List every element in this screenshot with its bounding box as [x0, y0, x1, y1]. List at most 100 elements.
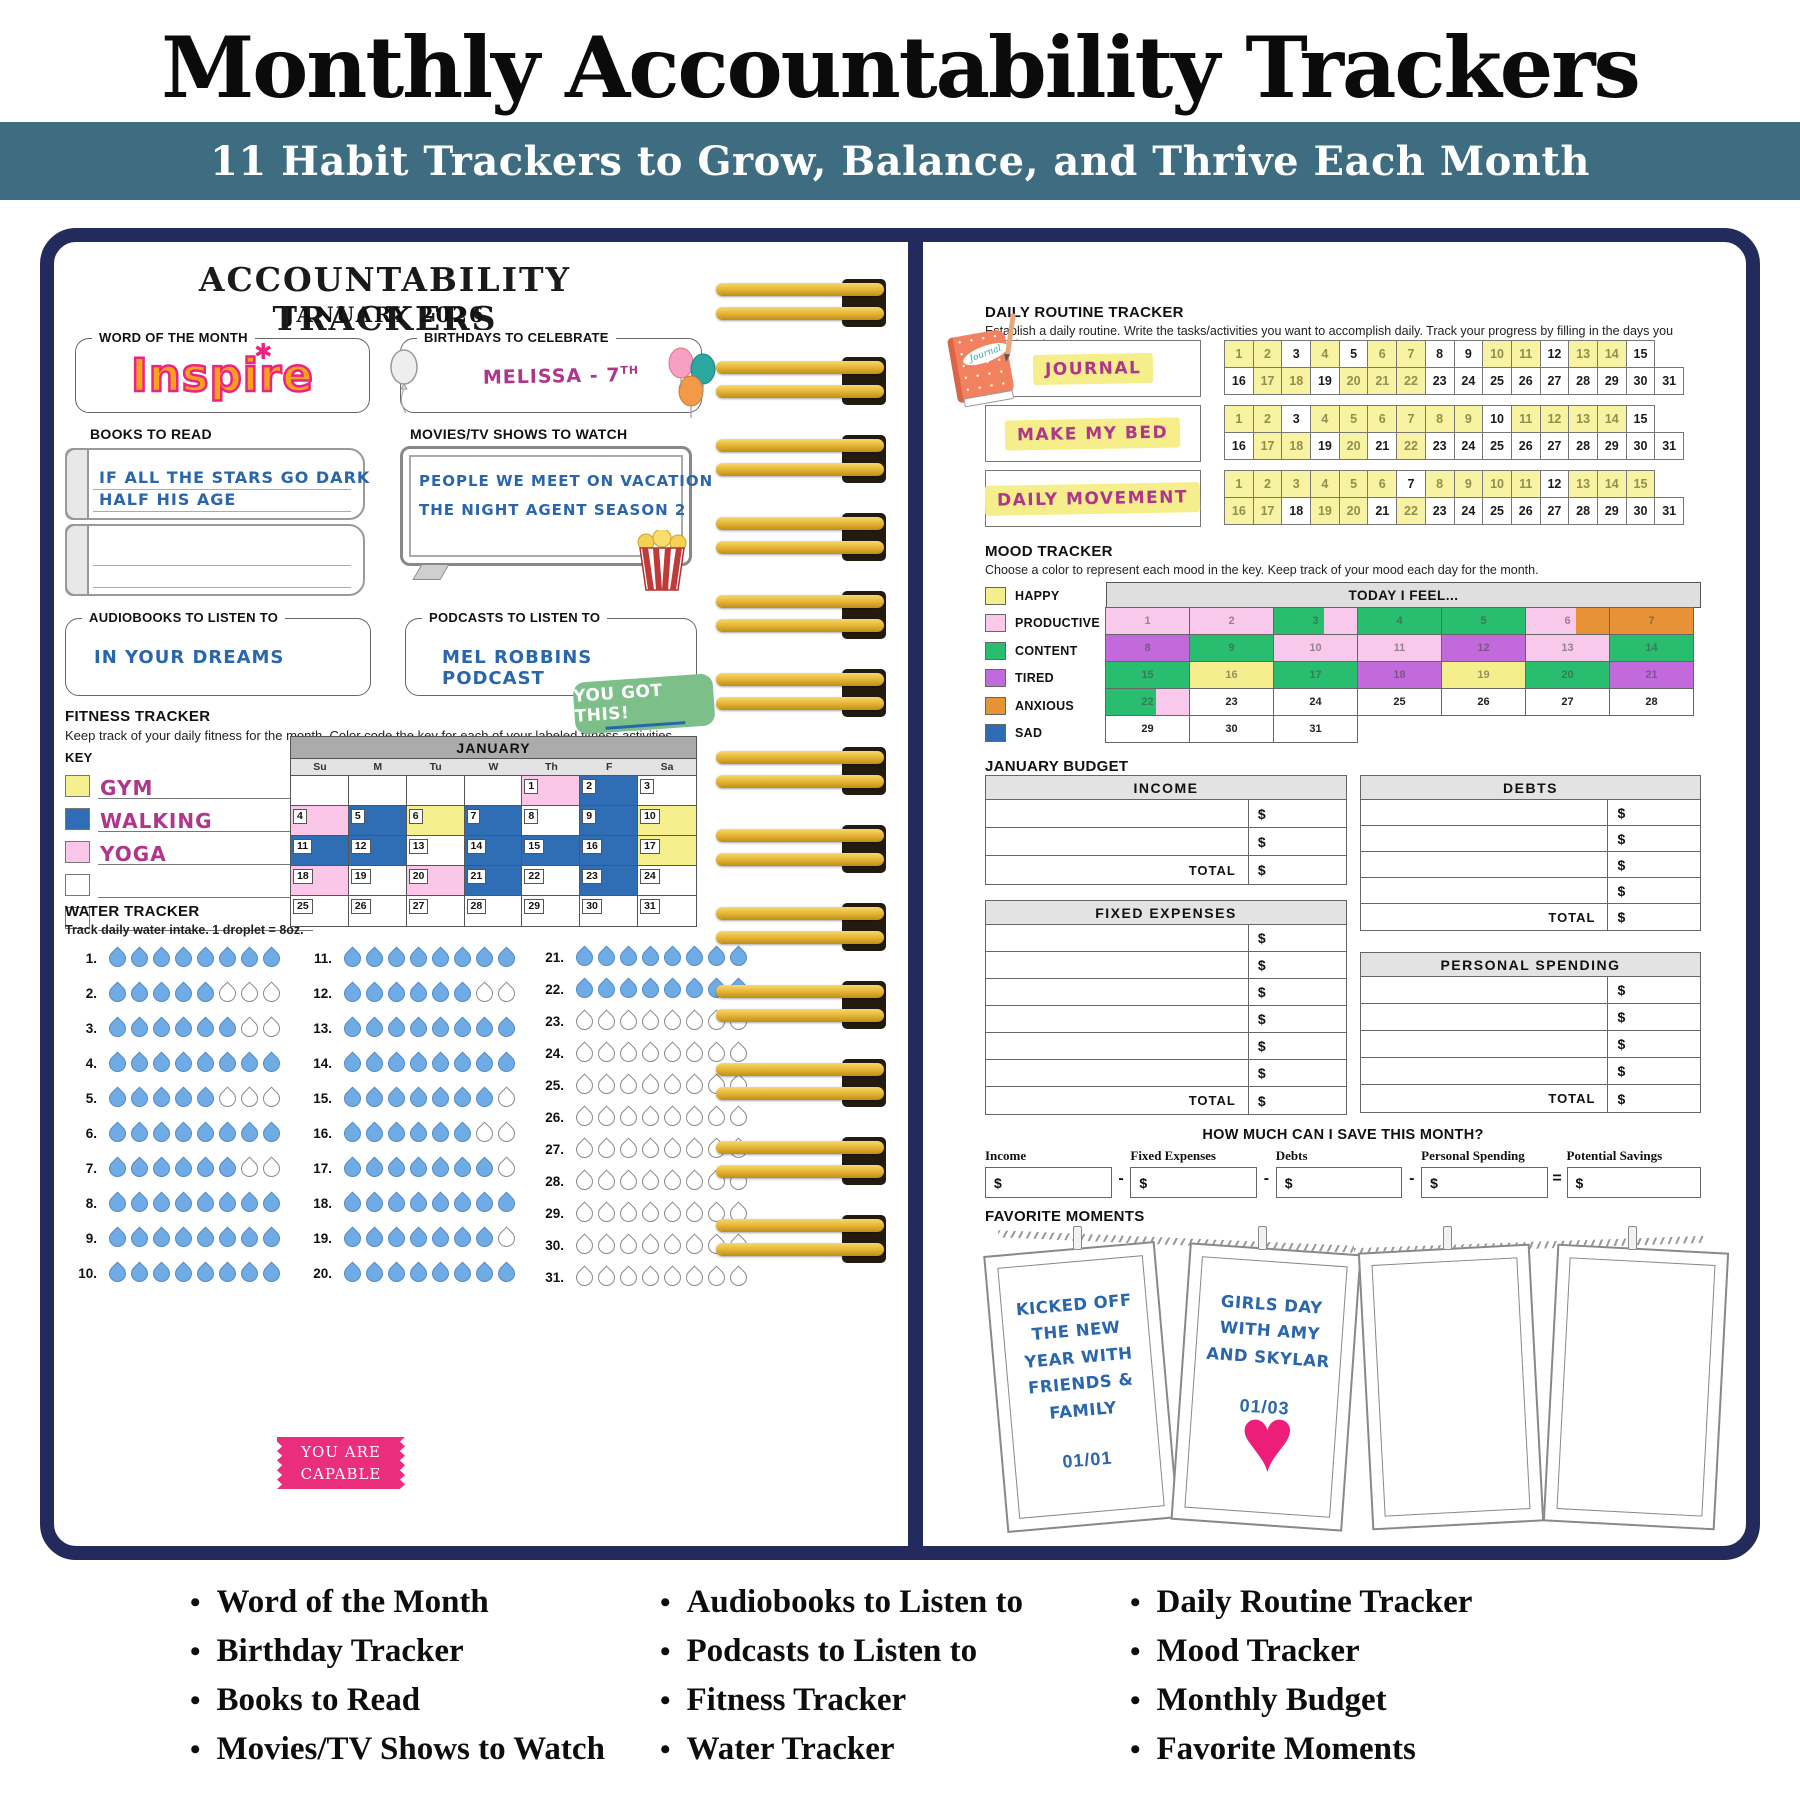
water-droplet-icon	[383, 1121, 409, 1146]
calendar-day-number: 1	[524, 779, 539, 794]
routine-day-cell: 14	[1596, 470, 1627, 498]
water-day-row: 15.	[300, 1081, 519, 1116]
routine-task-box: Journal JOURNAL	[946, 313, 1201, 404]
mood-day-cell: 26	[1441, 688, 1526, 716]
water-droplet-icon	[703, 1264, 729, 1290]
minus-operator: -	[1409, 1170, 1415, 1187]
routine-day-cell: 21	[1367, 497, 1398, 525]
routine-day-cell: 29	[1596, 367, 1627, 395]
water-droplet-icon	[214, 1051, 240, 1076]
routine-day-cell: 16	[1224, 497, 1254, 525]
routine-day-cell: 13	[1568, 405, 1598, 433]
water-droplet-icon	[427, 1086, 453, 1111]
mood-key-label: SAD	[1015, 726, 1043, 741]
water-day-row: 23.	[532, 1005, 751, 1037]
water-day-number: 6.	[85, 1126, 97, 1141]
water-droplet-icon	[236, 1121, 262, 1146]
budget-item-cell	[1361, 1058, 1609, 1084]
calendar-cell	[464, 776, 523, 806]
movies-label: MOVIES/TV SHOWS TO WATCH	[410, 426, 628, 442]
calendar-day-number: 3	[640, 779, 654, 794]
water-droplet-icon	[659, 1264, 685, 1290]
water-droplet-icon	[659, 1008, 685, 1034]
word-of-month-label: WORD OF THE MONTH	[92, 330, 255, 345]
water-droplet-icon	[615, 1168, 641, 1194]
budget-amount-cell: $	[1257, 984, 1266, 1000]
heart-icon: ♥	[1240, 1389, 1295, 1491]
water-droplet-icon	[148, 1121, 174, 1146]
fitness-key-item	[65, 865, 313, 898]
routine-day-cell: 6	[1367, 340, 1398, 368]
routine-day-cell: 12	[1539, 405, 1570, 433]
water-day-row: 17.	[300, 1151, 519, 1186]
feature-item: Birthday Tracker	[190, 1627, 690, 1676]
routine-day-cell: 8	[1424, 405, 1455, 433]
coil-wire	[716, 307, 884, 320]
budget-amount-cell: $	[1617, 909, 1626, 925]
spiral-coil	[716, 669, 912, 717]
budget-amount-cell: $	[1617, 882, 1626, 899]
polaroid-photo	[1542, 1243, 1730, 1531]
mood-day-cell: 22	[1105, 688, 1190, 716]
water-droplet-icon	[192, 1086, 218, 1111]
water-droplet-icon	[126, 1121, 152, 1146]
water-droplet-icon	[571, 1008, 597, 1034]
calendar-day-number: 21	[466, 869, 487, 884]
water-droplet-icon	[148, 946, 174, 971]
water-droplet-icon	[170, 1121, 196, 1146]
routine-day-cell: 8	[1424, 340, 1455, 368]
calendar-day-header: Su	[313, 761, 327, 773]
water-day-row: 11.	[300, 941, 519, 976]
budget-row: TOTAL $	[986, 856, 1346, 884]
water-droplet-icon	[258, 946, 284, 971]
budget-amount-cell: $	[1617, 982, 1626, 998]
routine-day-cell: 25	[1482, 367, 1512, 395]
water-droplet-icon	[471, 1016, 497, 1041]
budget-item-cell	[986, 1060, 1249, 1086]
water-droplet-icon	[214, 1191, 240, 1216]
water-droplet-icon	[148, 981, 174, 1006]
budget-item-cell: TOTAL	[1361, 1085, 1609, 1112]
water-droplet-icon	[615, 1072, 641, 1098]
routine-day-cell: 3	[1281, 470, 1312, 498]
feature-item: Favorite Moments	[1130, 1725, 1610, 1774]
water-droplet-icon	[471, 1261, 497, 1286]
calendar-day-number: 6	[408, 809, 423, 824]
water-day-row: 1.	[65, 941, 284, 976]
budget-row: $	[986, 800, 1346, 828]
water-droplet-icon	[405, 981, 431, 1006]
water-droplet-icon	[681, 1232, 707, 1258]
water-droplet-icon	[383, 1191, 409, 1216]
calendar-day-number: 7	[466, 809, 481, 824]
mood-key-swatch	[985, 586, 1006, 605]
water-droplet-icon	[126, 1191, 152, 1216]
calendar-day-number: 9	[582, 809, 597, 824]
journal-cover-label: Journal	[960, 338, 1011, 370]
mood-day-cell: 23	[1189, 688, 1274, 716]
feature-item: Books to Read	[190, 1676, 690, 1725]
notebook-spine	[908, 228, 923, 1560]
mood-key-label: TIRED	[1015, 671, 1054, 686]
mood-day-cell: 3	[1273, 607, 1358, 635]
water-droplet-icon	[214, 1261, 240, 1286]
calendar-cell: 5	[348, 806, 407, 836]
routine-day-cell: 9	[1453, 405, 1484, 433]
mood-day-cell: 7	[1609, 607, 1694, 635]
routine-task-row: Journal JOURNAL 1 2 3 4 5 6 7 8 9 10 11 12 13 14 15 16 17 1…	[946, 313, 1701, 404]
water-droplet-icon	[593, 1168, 619, 1194]
water-day-number: 30.	[545, 1237, 564, 1253]
water-day-row: 5.	[65, 1081, 284, 1116]
water-droplet-icon	[681, 1264, 707, 1290]
calendar-day-number: 15	[524, 839, 545, 854]
water-day-number: 31.	[545, 1269, 564, 1285]
budget-amount-cell: $	[1257, 957, 1266, 973]
water-droplet-icon	[449, 1226, 475, 1251]
water-day-number: 20.	[313, 1266, 332, 1281]
savings-formula: Income $ - Fixed Expenses $ - Debts $ - …	[985, 1148, 1701, 1198]
mood-key-item: HAPPY	[985, 582, 1100, 610]
coil-wire	[716, 1063, 884, 1076]
calendar-cell: 16	[580, 836, 639, 866]
spiral-coil	[716, 1137, 912, 1185]
water-day-row: 24.	[532, 1037, 751, 1069]
routine-day-cell: 1	[1224, 405, 1254, 433]
